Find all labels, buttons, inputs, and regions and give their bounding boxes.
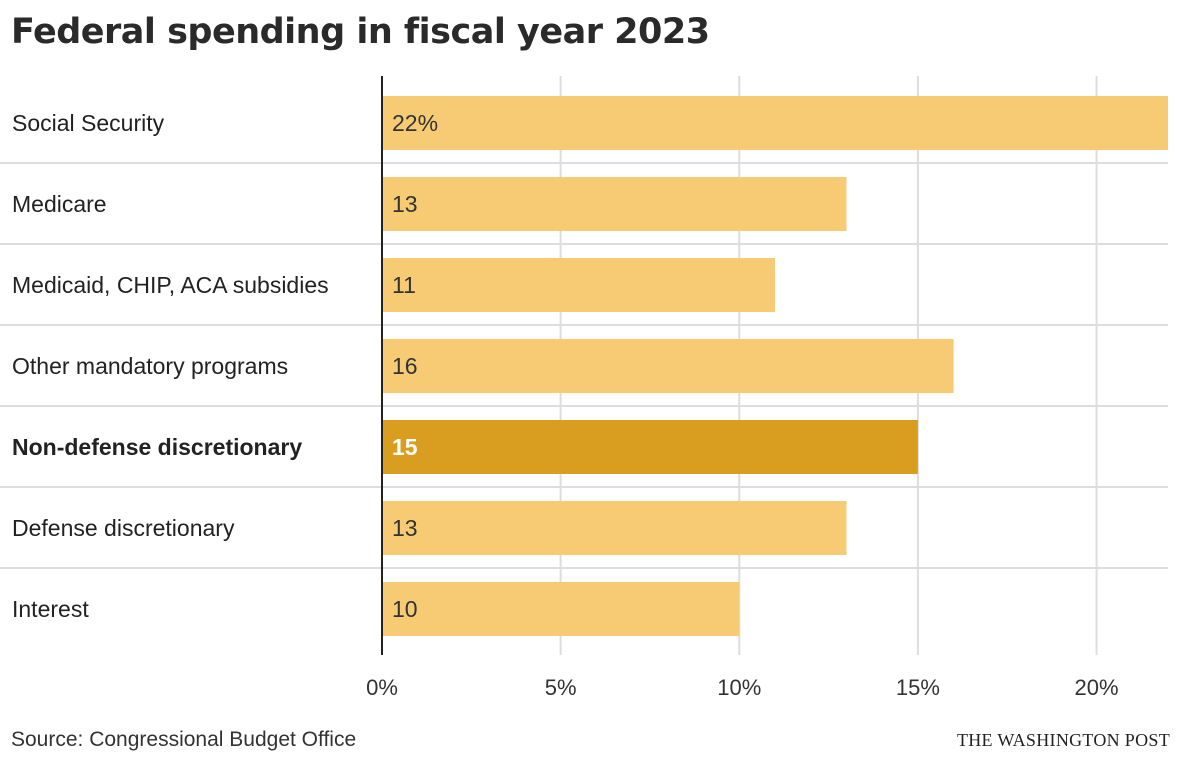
data-label: 22% [392, 110, 438, 136]
data-label: 16 [392, 353, 418, 379]
bar [382, 420, 918, 474]
source-note: Source: Congressional Budget Office [11, 728, 357, 751]
category-label: Defense discretionary [12, 515, 235, 541]
category-label: Non-defense discretionary [12, 434, 302, 460]
bar [382, 177, 847, 231]
x-tick-label: 5% [545, 675, 577, 700]
x-tick-label: 10% [717, 675, 761, 700]
data-label: 13 [392, 191, 418, 217]
data-label: 11 [392, 272, 416, 298]
category-label: Medicare [12, 191, 107, 217]
publisher-credit: THE WASHINGTON POST [956, 730, 1170, 750]
x-tick-label: 20% [1075, 675, 1119, 700]
bar [382, 258, 775, 312]
category-label: Social Security [12, 110, 165, 136]
data-label: 10 [392, 596, 418, 622]
category-label: Other mandatory programs [12, 353, 288, 379]
bar [382, 339, 954, 393]
category-label: Medicaid, CHIP, ACA subsidies [12, 272, 329, 298]
x-tick-label: 15% [896, 675, 940, 700]
chart-title: Federal spending in fiscal year 2023 [11, 12, 710, 52]
bar [382, 501, 847, 555]
data-label: 13 [392, 515, 418, 541]
x-tick-label: 0% [366, 675, 398, 700]
data-label: 15 [392, 434, 418, 460]
bar [382, 582, 740, 636]
bar [382, 96, 1168, 150]
category-label: Interest [12, 596, 89, 622]
